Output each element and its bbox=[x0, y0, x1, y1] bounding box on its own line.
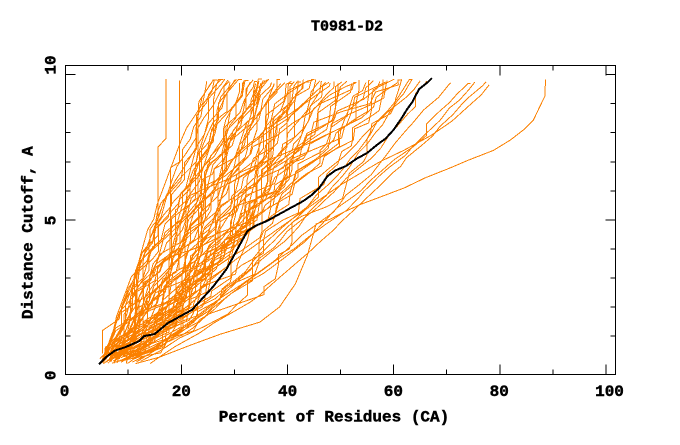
svg-text:100: 100 bbox=[595, 383, 624, 401]
svg-text:T0981-D2: T0981-D2 bbox=[311, 19, 383, 36]
svg-text:0: 0 bbox=[43, 370, 61, 380]
svg-text:Distance Cutoff, A: Distance Cutoff, A bbox=[20, 146, 38, 319]
svg-text:40: 40 bbox=[278, 383, 297, 401]
svg-text:10: 10 bbox=[43, 55, 61, 74]
svg-text:0: 0 bbox=[60, 383, 70, 401]
svg-text:20: 20 bbox=[172, 383, 191, 401]
svg-text:Percent of Residues (CA): Percent of Residues (CA) bbox=[219, 409, 449, 427]
svg-text:5: 5 bbox=[43, 216, 61, 226]
svg-text:80: 80 bbox=[490, 383, 509, 401]
svg-text:60: 60 bbox=[384, 383, 403, 401]
